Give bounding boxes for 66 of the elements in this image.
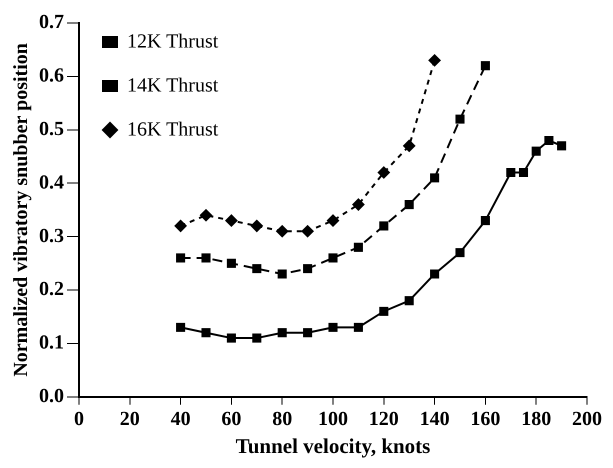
point: [480, 61, 490, 70]
point: [252, 334, 262, 343]
point: [379, 306, 388, 316]
point: [404, 200, 414, 210]
point: [328, 322, 338, 332]
point: [518, 168, 528, 178]
point: [557, 141, 566, 150]
x-tick-label: 80: [272, 408, 292, 430]
x-tick-label: 160: [470, 408, 500, 430]
point: [201, 253, 211, 262]
point: [200, 209, 212, 222]
point: [506, 168, 516, 178]
point: [176, 253, 186, 262]
y-tick-label: 0.6: [39, 64, 64, 87]
point: [428, 54, 441, 66]
point: [303, 328, 312, 338]
point: [226, 258, 236, 268]
x-tick-label: 100: [318, 408, 348, 430]
point: [278, 328, 287, 338]
point: [354, 242, 363, 252]
point: [532, 146, 541, 156]
point: [327, 214, 339, 227]
y-axis-title: Normalized vibratory snubber position: [10, 43, 32, 377]
point: [455, 248, 465, 258]
legend-label: 12K Thrust: [127, 30, 219, 52]
y-tick-label: 0.1: [39, 332, 64, 354]
y-tick-label: 0.4: [39, 171, 64, 194]
point: [225, 214, 238, 227]
point: [354, 322, 363, 332]
point: [544, 136, 554, 146]
point: [455, 114, 465, 124]
y-tick-label: 0.0: [39, 384, 64, 407]
point: [328, 253, 338, 262]
legend-label: 14K Thrust: [127, 74, 219, 96]
point: [430, 269, 440, 279]
x-tick-label: 140: [420, 408, 450, 430]
point: [403, 140, 416, 152]
x-axis-title: Tunnel velocity, knots: [236, 434, 430, 458]
point: [174, 220, 187, 232]
y-tick-label: 0.3: [39, 224, 64, 247]
x-tick-label: 60: [221, 408, 242, 430]
point: [303, 264, 312, 274]
y-tick-label: 0.5: [39, 118, 64, 140]
point: [276, 225, 288, 238]
point: [302, 225, 314, 238]
x-tick-label: 120: [368, 408, 399, 430]
point: [250, 220, 263, 232]
point: [430, 173, 440, 182]
x-tick-label: 180: [521, 408, 552, 430]
point: [226, 334, 236, 343]
x-tick-label: 200: [572, 408, 602, 430]
point: [480, 216, 490, 226]
y-tick-label: 0.7: [39, 11, 64, 34]
x-tick-label: 40: [170, 408, 191, 430]
point: [278, 269, 287, 279]
point: [379, 221, 388, 230]
y-tick-label: 0.2: [39, 278, 64, 300]
x-tick-label: 0: [74, 408, 84, 430]
point: [378, 166, 390, 179]
point: [201, 328, 211, 338]
legend-label: 16K Thrust: [127, 118, 219, 140]
point: [252, 264, 262, 274]
point: [176, 322, 186, 332]
x-tick-label: 20: [120, 408, 140, 430]
point: [352, 198, 364, 211]
point: [404, 296, 414, 306]
